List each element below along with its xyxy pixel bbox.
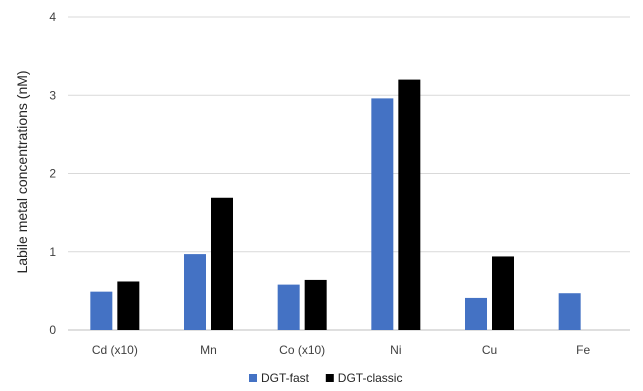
y-axis-title: Labile metal concentrations (nM) (14, 70, 30, 273)
bar-dgt-classic-co-x10 (304, 279, 327, 330)
x-tick-label: Fe (576, 343, 590, 357)
bar-dgt-fast-ni (371, 98, 394, 330)
bar-dgt-fast-co-x10 (277, 284, 300, 330)
y-tick-label: 0 (49, 323, 56, 337)
bar-dgt-classic-cu (492, 256, 514, 330)
y-tick-label: 3 (49, 88, 56, 102)
bar-dgt-fast-mn (184, 254, 206, 330)
x-tick-label: Cd (x10) (92, 343, 138, 357)
x-tick-label: Co (x10) (279, 343, 325, 357)
bars (90, 79, 581, 330)
x-axis-ticks: Cd (x10) Mn Co (x10) Ni Cu Fe (92, 343, 591, 357)
legend-swatch-dgt-fast (249, 374, 257, 382)
x-tick-label: Ni (390, 343, 401, 357)
y-tick-label: 1 (49, 245, 56, 259)
bar-dgt-classic-cd-x10 (117, 281, 140, 330)
bar-dgt-fast-cu (465, 297, 487, 330)
y-axis-ticks: 0 1 2 3 4 (49, 10, 56, 337)
bar-dgt-classic-mn (211, 197, 233, 330)
legend: DGT-fast DGT-classic (249, 371, 402, 385)
legend-swatch-dgt-classic (325, 374, 334, 382)
x-tick-label: Cu (482, 343, 497, 357)
bar-dgt-fast-cd-x10 (90, 291, 113, 330)
y-tick-label: 4 (49, 10, 56, 24)
y-tick-label: 2 (49, 167, 56, 181)
legend-label-dgt-classic: DGT-classic (338, 371, 403, 385)
bar-dgt-classic-ni (398, 79, 421, 330)
bar-dgt-fast-fe (558, 293, 581, 330)
gridlines (68, 16, 630, 331)
x-tick-label: Mn (200, 343, 217, 357)
legend-label-dgt-fast: DGT-fast (261, 371, 310, 385)
